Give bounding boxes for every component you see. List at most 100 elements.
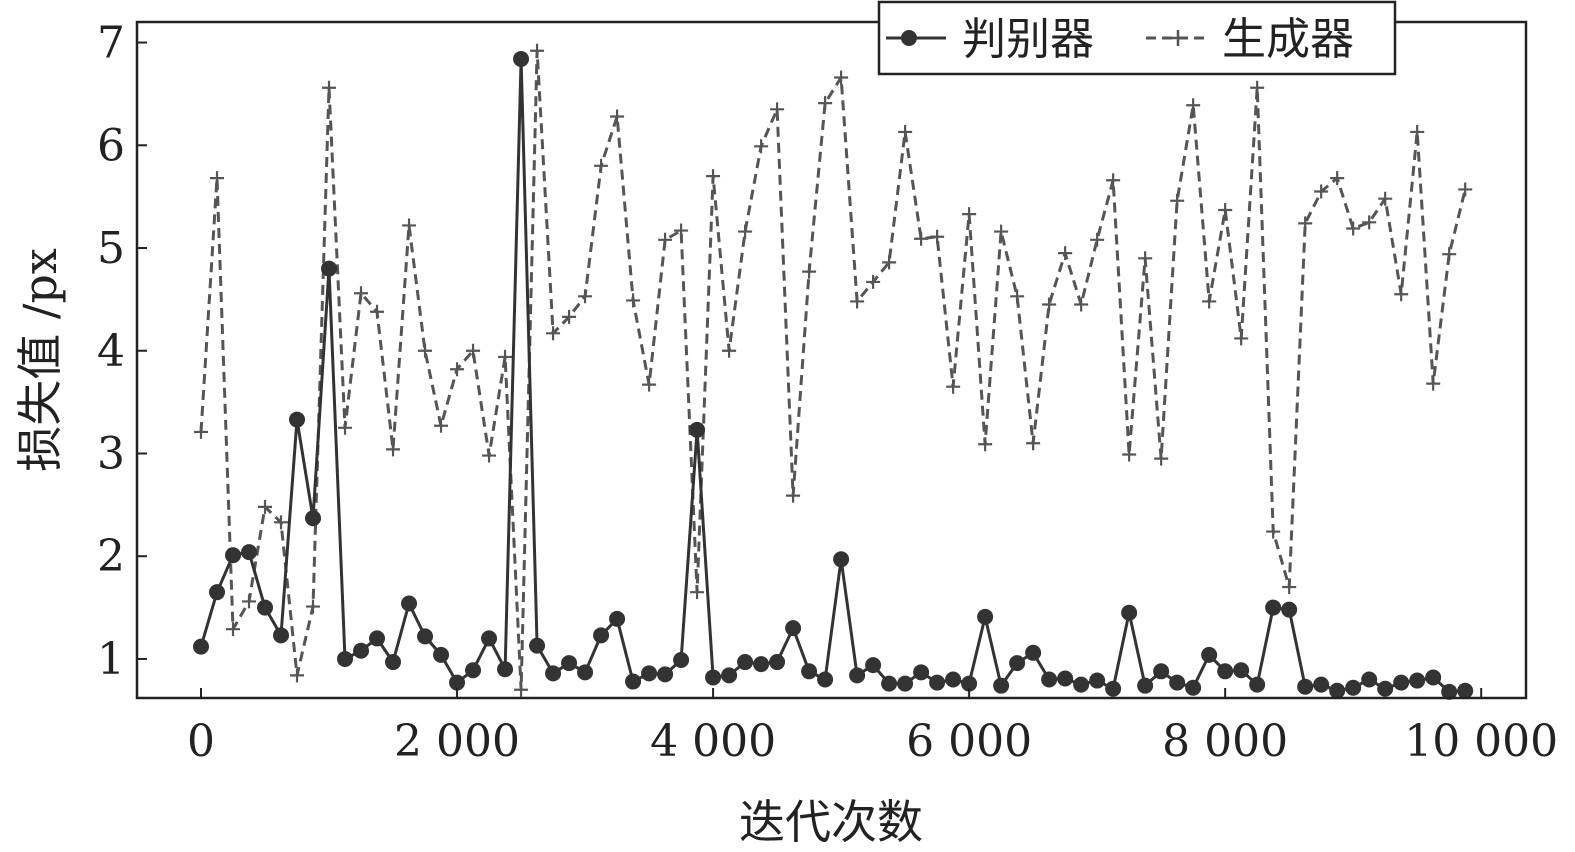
discriminator-point <box>897 675 914 692</box>
discriminator-point <box>225 547 242 564</box>
generator-point <box>354 286 369 301</box>
generator-point <box>1138 251 1153 266</box>
generator-point <box>1298 216 1313 231</box>
discriminator-point <box>1409 672 1426 689</box>
discriminator-point <box>417 628 434 645</box>
discriminator-point <box>753 656 770 673</box>
discriminator-point <box>913 664 930 681</box>
discriminator-point <box>865 657 882 674</box>
discriminator-point <box>257 599 274 616</box>
discriminator-point <box>1265 599 1282 616</box>
generator-point <box>1154 451 1169 466</box>
discriminator-point <box>1281 601 1298 618</box>
discriminator-point <box>1249 676 1266 693</box>
generator-point <box>546 326 561 341</box>
generator-point <box>1426 376 1441 391</box>
discriminator-point <box>689 421 706 438</box>
generator-point <box>466 343 481 358</box>
generator-point <box>1410 124 1425 139</box>
discriminator-point <box>1137 677 1154 694</box>
discriminator-point <box>193 638 210 655</box>
generator-point <box>322 80 337 95</box>
discriminator-point <box>705 669 722 686</box>
discriminator-point <box>657 666 674 683</box>
discriminator-point <box>1361 671 1378 688</box>
discriminator-point <box>737 654 754 671</box>
generator-point <box>1026 436 1041 451</box>
legend-box <box>877 0 1397 76</box>
discriminator-point <box>785 620 802 637</box>
generator-point <box>866 274 881 289</box>
generator-point <box>418 343 433 358</box>
discriminator-point <box>721 667 738 684</box>
generator-point <box>434 418 449 433</box>
generator-point <box>898 124 913 139</box>
discriminator-point <box>801 663 818 680</box>
generator-point <box>258 499 273 514</box>
y-tick-label: 4 <box>97 326 125 377</box>
legend-label-generator: 生成器 <box>1222 14 1354 65</box>
discriminator-point <box>513 50 530 67</box>
discriminator-point <box>577 664 594 681</box>
discriminator-point <box>337 650 354 667</box>
x-tick-label: 6 000 <box>906 716 1032 767</box>
discriminator-point <box>465 662 482 679</box>
generator-point <box>1378 191 1393 206</box>
generator-point <box>450 362 465 377</box>
series-layer <box>193 43 1474 700</box>
discriminator-point <box>1153 663 1170 680</box>
discriminator-point <box>1457 682 1474 699</box>
generator-point <box>1058 246 1073 261</box>
generator-point <box>194 424 209 439</box>
generator-point <box>514 682 529 697</box>
generator-point <box>642 377 657 392</box>
generator-point <box>562 309 577 324</box>
discriminator-point <box>481 630 498 647</box>
generator-point <box>946 379 961 394</box>
discriminator-point <box>1025 644 1042 661</box>
discriminator-point <box>1313 676 1330 693</box>
discriminator-point <box>641 665 658 682</box>
discriminator-point <box>1169 674 1186 691</box>
generator-point <box>1106 173 1121 188</box>
generator-point <box>1234 331 1249 346</box>
discriminator-point <box>1041 671 1058 688</box>
generator-point <box>1042 297 1057 312</box>
generator-point <box>386 442 401 457</box>
discriminator-point <box>273 627 290 644</box>
discriminator-point <box>1201 646 1218 663</box>
generator-point <box>1074 297 1089 312</box>
generator-point <box>690 585 705 600</box>
discriminator-point <box>545 665 562 682</box>
discriminator-point <box>961 675 978 692</box>
generator-point <box>930 229 945 244</box>
legend-marker-discriminator <box>901 30 917 46</box>
generator-point <box>498 349 513 364</box>
legend: 判别器 生成器 <box>877 0 1397 76</box>
generator-point <box>290 668 305 683</box>
discriminator-point <box>929 674 946 691</box>
generator-point <box>610 109 625 124</box>
discriminator-point <box>561 655 578 672</box>
discriminator-point <box>1185 679 1202 696</box>
generator-point <box>706 169 721 184</box>
discriminator-point <box>1345 679 1362 696</box>
plot-frame <box>135 20 1528 700</box>
legend-marker-generator <box>1170 30 1186 46</box>
discriminator-point <box>945 671 962 688</box>
discriminator-points <box>193 50 1474 700</box>
discriminator-point <box>609 610 626 627</box>
generator-point <box>1442 247 1457 262</box>
generator-point <box>738 224 753 239</box>
y-tick-label: 6 <box>97 120 125 171</box>
generator-point <box>1266 524 1281 539</box>
generator-point <box>802 264 817 279</box>
discriminator-point <box>449 674 466 691</box>
generator-point <box>1314 184 1329 199</box>
legend-label-discriminator: 判别器 <box>962 14 1094 65</box>
discriminator-point <box>833 551 850 568</box>
discriminator-point <box>385 654 402 671</box>
generator-point <box>754 139 769 154</box>
generator-point <box>770 102 785 117</box>
